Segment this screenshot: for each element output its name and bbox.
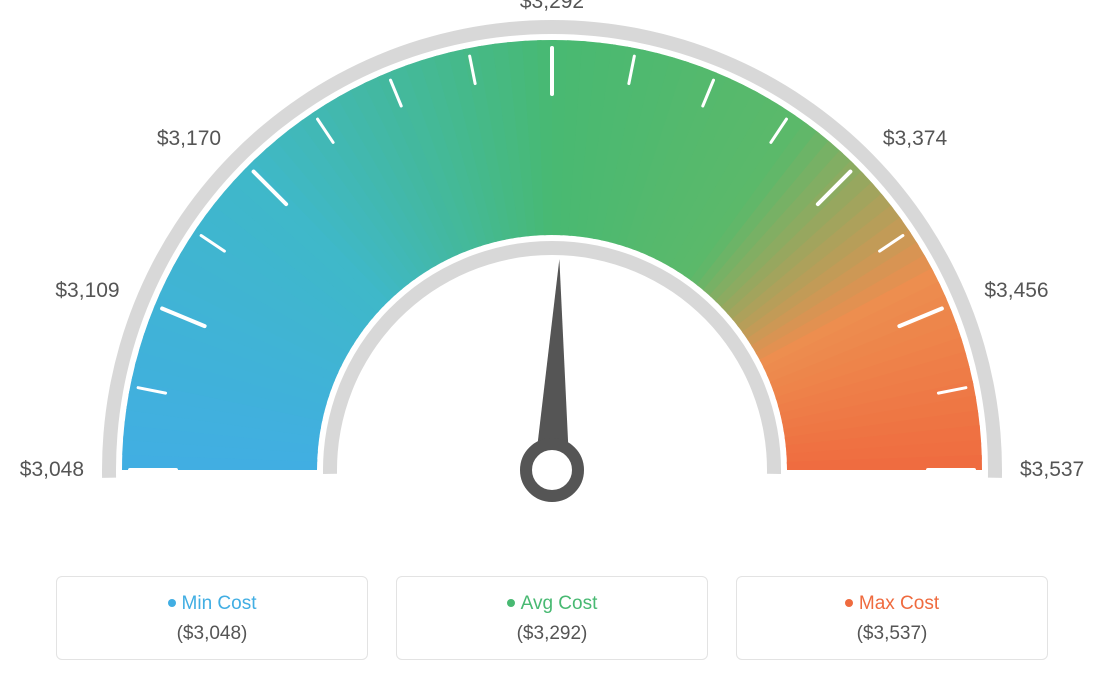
- legend-avg-title-wrap: Avg Cost: [397, 593, 707, 615]
- legend-min-title: Min Cost: [182, 593, 257, 614]
- gauge-tick-label: $3,374: [883, 127, 947, 151]
- gauge-tick-label: $3,292: [512, 0, 592, 14]
- gauge-svg: [0, 0, 1104, 540]
- gauge-tick-label: $3,537: [1020, 458, 1084, 482]
- legend-max-title: Max Cost: [859, 593, 939, 614]
- gauge-chart: $3,048 $3,109 $3,170 $3,292 $3,374 $3,456 $3,5…: [0, 0, 1104, 540]
- legend-max-value: ($3,537): [737, 623, 1047, 645]
- gauge-tick-label: $3,109: [42, 279, 120, 303]
- dot-icon: [507, 599, 515, 607]
- legend-min-title-wrap: Min Cost: [57, 593, 367, 615]
- legend-card-max: Max Cost ($3,537): [736, 576, 1048, 660]
- legend-max-title-wrap: Max Cost: [737, 593, 1047, 615]
- dot-icon: [168, 599, 176, 607]
- gauge-tick-label: $3,170: [143, 127, 221, 151]
- gauge-tick-label: $3,456: [984, 279, 1048, 303]
- legend-min-value: ($3,048): [57, 623, 367, 645]
- gauge-tick-label: $3,048: [6, 458, 84, 482]
- dot-icon: [845, 599, 853, 607]
- legend-avg-value: ($3,292): [397, 623, 707, 645]
- legend-row: Min Cost ($3,048) Avg Cost ($3,292) Max …: [0, 576, 1104, 660]
- legend-avg-title: Avg Cost: [521, 593, 598, 614]
- legend-card-min: Min Cost ($3,048): [56, 576, 368, 660]
- cost-gauge-container: $3,048 $3,109 $3,170 $3,292 $3,374 $3,456 $3,5…: [0, 0, 1104, 690]
- legend-card-avg: Avg Cost ($3,292): [396, 576, 708, 660]
